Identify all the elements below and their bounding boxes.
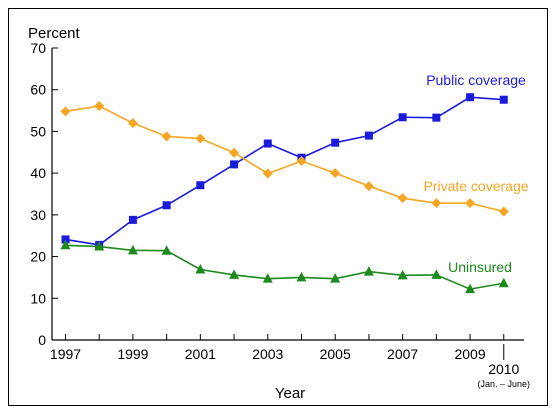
data-point [330, 273, 341, 283]
series-line-private-coverage [65, 105, 504, 213]
data-point [94, 241, 105, 251]
series-public-coverage [61, 93, 508, 249]
series-line-public-coverage [65, 96, 504, 246]
data-point [363, 266, 374, 276]
data-point [398, 113, 407, 122]
data-point [60, 106, 71, 117]
data-point [397, 269, 408, 280]
data-point [230, 160, 239, 169]
y-tick-label: 70 [30, 40, 46, 56]
data-point [431, 269, 442, 279]
data-point [431, 198, 442, 209]
data-point [127, 244, 138, 255]
data-point [432, 113, 441, 122]
data-point [127, 118, 138, 129]
labels-group: Percent Year Public coverage Private covera… [28, 25, 529, 402]
data-point [162, 201, 171, 210]
y-tick-label: 40 [30, 165, 46, 181]
data-point [262, 168, 273, 179]
x-axis-title: Year [275, 385, 305, 402]
data-point [195, 133, 206, 144]
data-point [262, 273, 273, 283]
data-point [331, 138, 340, 147]
series-group [60, 93, 509, 294]
data-point [229, 269, 240, 279]
series-label-uninsured: Uninsured [448, 259, 512, 275]
data-point [263, 139, 272, 148]
x-tick-label: 2007 [387, 346, 418, 362]
x-tick-label: 2001 [185, 346, 216, 362]
x-tick-label: 2010 [488, 361, 519, 377]
data-point [161, 245, 172, 255]
data-point [196, 181, 205, 190]
data-point [498, 277, 509, 288]
y-tick-label: 30 [30, 207, 46, 223]
data-point [363, 181, 374, 192]
series-line-uninsured [65, 244, 504, 290]
data-point [466, 93, 475, 102]
data-point [60, 239, 71, 250]
x-tick-sublabel: (Jan. – June) [478, 379, 531, 389]
y-tick-label: 50 [30, 123, 46, 139]
series-private-coverage [60, 100, 509, 217]
data-point [330, 168, 341, 179]
data-point [161, 131, 172, 142]
y-tick-label: 60 [30, 82, 46, 98]
data-point [498, 206, 509, 217]
axes: 0 10 20 30 40 50 60 70 1997 1999 2001 2003 2005 2007 2… [30, 40, 530, 389]
data-point [61, 235, 70, 244]
series-label-public-coverage: Public coverage [426, 72, 526, 88]
data-point [465, 198, 476, 209]
data-point [465, 283, 476, 294]
x-tick-label: 2009 [454, 346, 485, 362]
data-point [296, 156, 307, 167]
y-tick-label: 0 [38, 332, 46, 348]
x-tick-label: 1999 [117, 346, 148, 362]
data-point [296, 271, 307, 282]
data-point [364, 131, 373, 140]
x-tick-label: 2003 [252, 346, 283, 362]
series-label-private-coverage: Private coverage [423, 178, 528, 194]
data-point [94, 100, 105, 111]
y-tick-label: 10 [30, 290, 46, 306]
y-tick-label: 20 [30, 249, 46, 265]
data-point [397, 193, 408, 204]
data-point [128, 215, 137, 224]
data-point [195, 264, 206, 274]
y-axis-title: Percent [28, 25, 81, 42]
series-uninsured [60, 239, 509, 294]
x-tick-label: 1997 [50, 346, 81, 362]
data-point [229, 147, 240, 158]
x-tick-label: 2005 [320, 346, 351, 362]
data-point [499, 95, 508, 104]
